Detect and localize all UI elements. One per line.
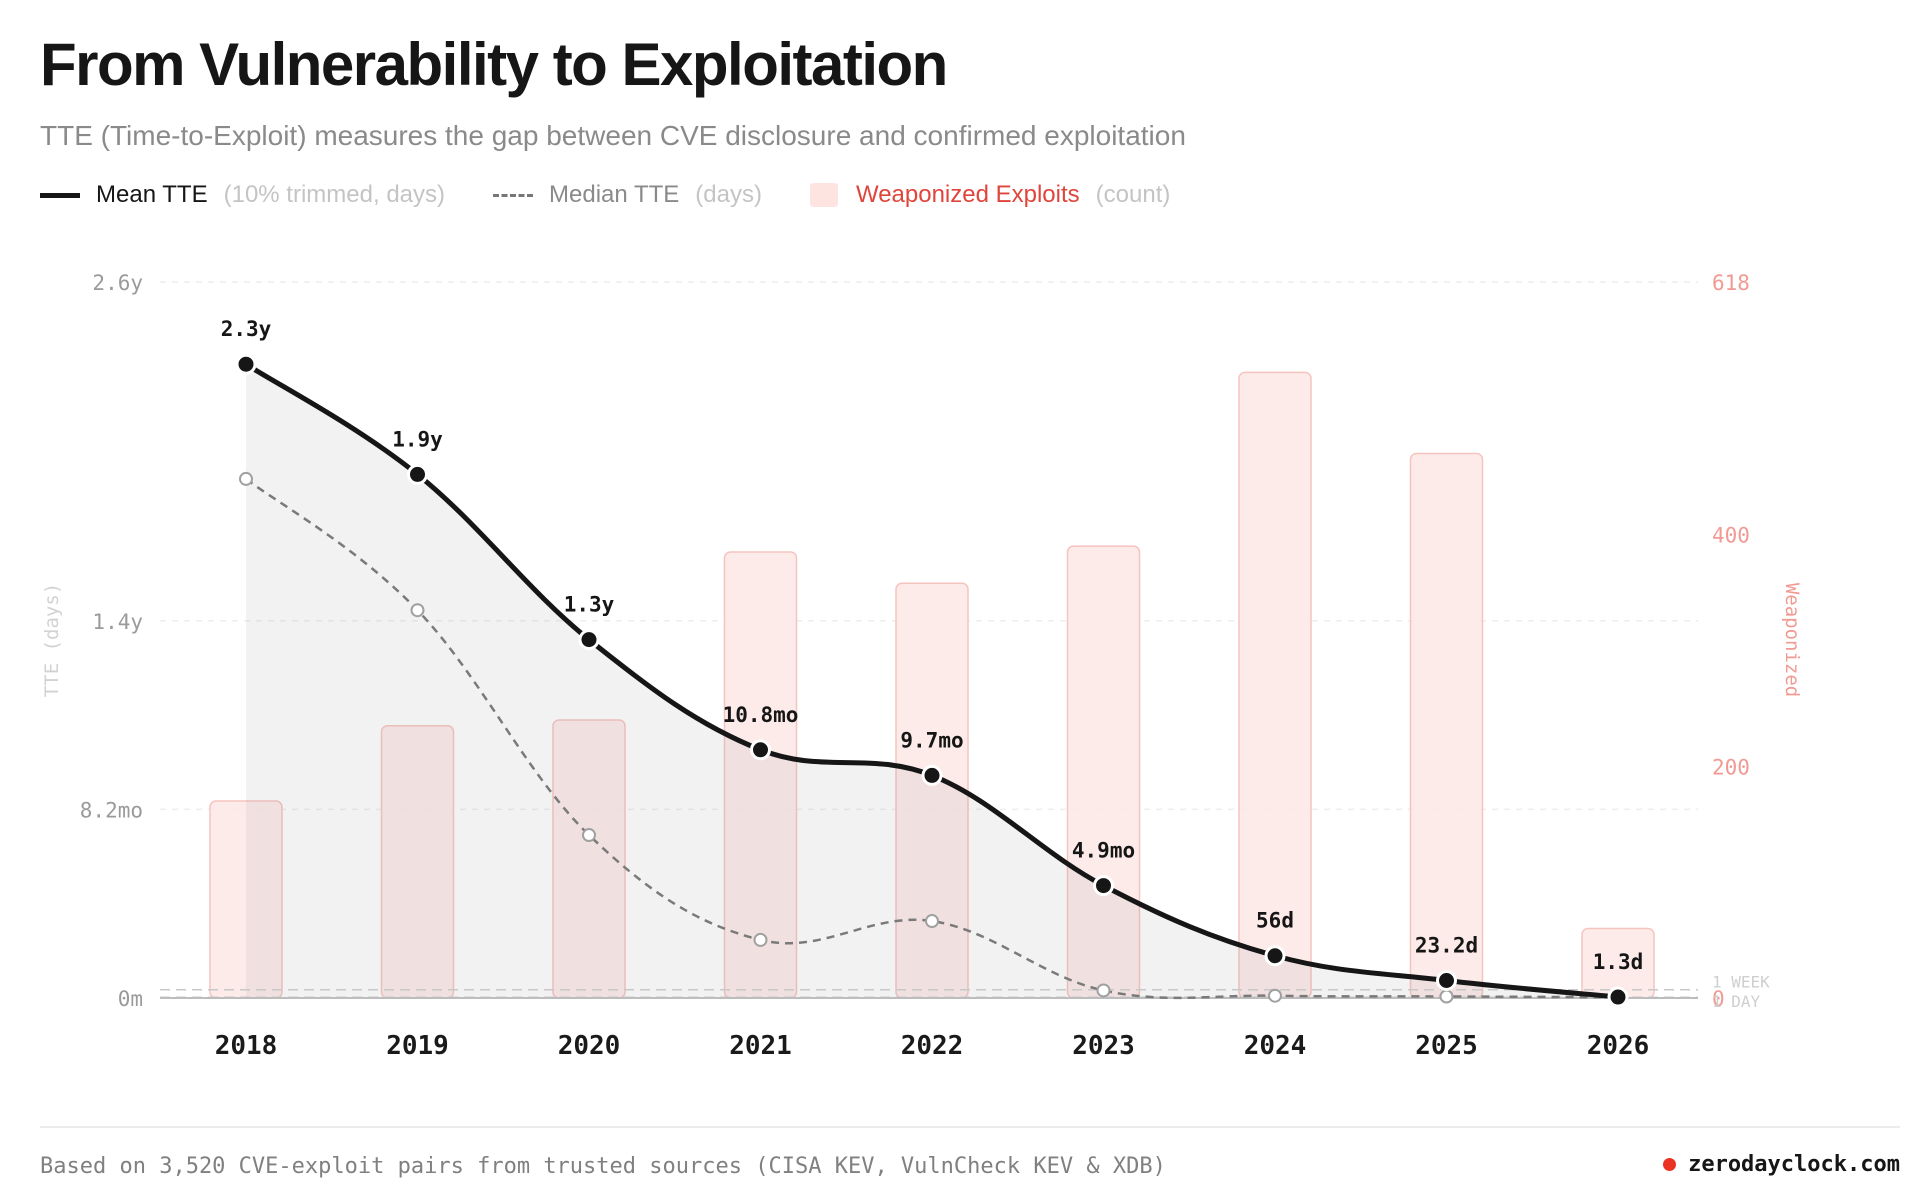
mean-data-label-2023: 4.9mo xyxy=(1072,839,1135,863)
x-tick-label-2018: 2018 xyxy=(215,1031,278,1061)
reference-label-1: 1 DAY xyxy=(1712,992,1761,1011)
legend-mean-name: Mean TTE xyxy=(96,181,208,208)
mean-point-2024 xyxy=(1264,945,1286,967)
y-left-tick-label-0: 0m xyxy=(118,987,143,1011)
solid-line-swatch-icon xyxy=(40,192,80,198)
y-left-tick-label-1: 8.2mo xyxy=(80,798,143,822)
bar-swatch-icon xyxy=(809,183,838,207)
mean-data-label-2019: 1.9y xyxy=(392,427,443,451)
median-point-2022 xyxy=(925,914,939,929)
legend-weaponized-note: (count) xyxy=(1095,181,1171,208)
mean-data-label-2020: 1.3y xyxy=(564,593,615,617)
source-footnote: Based on 3,520 CVE-exploit pairs from tr… xyxy=(40,1154,1166,1179)
y-right-tick-label-3: 618 xyxy=(1712,271,1750,295)
reference-label-0: 1 WEEK xyxy=(1712,973,1770,992)
dashed-line-swatch-icon xyxy=(493,193,533,197)
red-dot-icon xyxy=(1663,1158,1677,1171)
brand-label: zerodayclock.com xyxy=(1688,1152,1900,1177)
x-tick-label-2023: 2023 xyxy=(1072,1031,1135,1061)
mean-point-2025 xyxy=(1436,969,1457,991)
footer-divider xyxy=(40,1126,1900,1128)
mean-data-label-2024: 56d xyxy=(1256,909,1294,933)
mean-point-2023 xyxy=(1093,875,1114,897)
mean-data-label-2026: 1.3d xyxy=(1593,950,1644,974)
legend-median-name: Median TTE xyxy=(549,181,680,208)
bar-weaponized-2024 xyxy=(1238,371,1312,999)
chart-legend: Mean TTE (10% trimmed, days) Median TTE … xyxy=(40,178,1218,212)
page-title: From Vulnerability to Exploitation xyxy=(40,31,948,98)
median-point-2019 xyxy=(410,603,425,618)
bar-weaponized-2025 xyxy=(1409,452,1484,999)
median-point-2025 xyxy=(1439,989,1454,1004)
y-left-tick-label-2: 1.4y xyxy=(92,610,143,634)
y-right-tick-label-1: 200 xyxy=(1712,755,1750,779)
mean-data-label-2018: 2.3y xyxy=(221,317,272,341)
mean-point-2018 xyxy=(235,353,257,375)
legend-weaponized-name: Weaponized Exploits xyxy=(855,181,1080,208)
legend-mean-note: (10% trimmed, days) xyxy=(223,181,445,208)
y-right-tick-label-2: 400 xyxy=(1712,524,1750,548)
y-right-axis-title: Weaponized xyxy=(1781,583,1803,697)
mean-point-2026 xyxy=(1607,986,1629,1008)
x-tick-label-2024: 2024 xyxy=(1244,1031,1307,1061)
mean-data-label-2021: 10.8mo xyxy=(723,703,799,727)
y-right-tick-label-0: 0 xyxy=(1712,987,1725,1011)
mean-data-label-2025: 23.2d xyxy=(1415,933,1478,957)
y-left-axis-title: TTE (days) xyxy=(41,583,63,697)
x-tick-label-2022: 2022 xyxy=(901,1031,964,1061)
x-tick-label-2026: 2026 xyxy=(1587,1031,1650,1061)
x-tick-label-2019: 2019 xyxy=(386,1031,449,1061)
mean-point-2020 xyxy=(578,629,600,651)
x-tick-label-2021: 2021 xyxy=(729,1031,792,1061)
mean-point-2019 xyxy=(407,463,428,485)
brand-link[interactable]: zerodayclock.com xyxy=(1663,1152,1900,1177)
page-subtitle: TTE (Time-to-Exploit) measures the gap b… xyxy=(40,120,1186,151)
median-point-2021 xyxy=(753,932,768,947)
x-tick-label-2025: 2025 xyxy=(1415,1031,1478,1061)
mean-point-2021 xyxy=(750,739,771,761)
median-point-2023 xyxy=(1096,983,1111,998)
tte-chart: 0m 8.2mo 1.4y 2.6y 0 200 400 618 TTE (days) Weapo… xyxy=(41,271,1803,1061)
y-left-tick-label-3: 2.6y xyxy=(92,271,143,295)
legend-median-note: (days) xyxy=(695,181,762,208)
mean-point-2022 xyxy=(921,764,943,786)
median-point-2020 xyxy=(582,828,596,843)
legend-item-weaponized[interactable]: Weaponized Exploits (count) xyxy=(809,181,1171,209)
x-tick-label-2020: 2020 xyxy=(558,1031,621,1061)
legend-item-median-tte[interactable]: Median TTE (days) xyxy=(493,181,762,209)
median-point-2024 xyxy=(1268,988,1282,1003)
median-point-2018 xyxy=(239,471,253,486)
median-tte-line xyxy=(245,477,1619,1000)
legend-item-mean-tte[interactable]: Mean TTE (10% trimmed, days) xyxy=(40,181,445,209)
mean-data-label-2022: 9.7mo xyxy=(900,728,963,752)
